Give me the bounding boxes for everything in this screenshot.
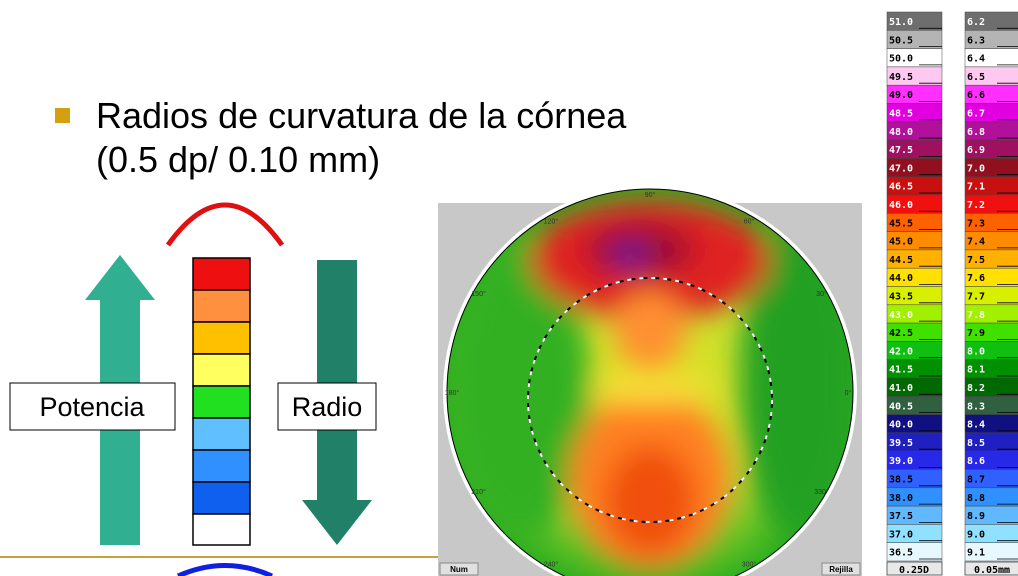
bullet [55, 108, 70, 123]
curve [165, 202, 285, 247]
scale-label: 38.0 [889, 493, 913, 504]
scale-label: 7.8 [967, 310, 985, 321]
scale-label: 37.0 [889, 529, 913, 540]
angle-label: 300° [742, 560, 757, 568]
scale-label: 7.4 [967, 237, 985, 248]
scale-label: 8.7 [967, 475, 985, 486]
button[interactable] [439, 562, 479, 576]
scale-label: 36.5 [889, 548, 913, 559]
angle-label: 150° [471, 290, 486, 298]
scale-label: 50.5 [889, 35, 913, 46]
angle-label: 180° [445, 389, 460, 397]
scale-label: 47.5 [889, 145, 913, 156]
button-label[interactable]: Rejilla [829, 565, 853, 574]
label-box [277, 382, 377, 431]
scale-swatch [886, 542, 943, 562]
angle-label: 90° [645, 191, 656, 199]
scale-label: 37.5 [889, 511, 913, 522]
scale-label: 45.0 [889, 237, 913, 248]
scale-label: 41.0 [889, 383, 913, 394]
scale-label: 6.8 [967, 127, 985, 138]
scale-label: 8.8 [967, 493, 985, 504]
angle-label: 60° [744, 218, 755, 226]
scale-label: 46.5 [889, 182, 913, 193]
scale-label: 8.2 [967, 383, 985, 394]
scale-label: 7.0 [967, 163, 985, 174]
scale-label: 7.1 [967, 182, 985, 193]
label: Radio [292, 392, 363, 422]
scale-label: 39.0 [889, 456, 913, 467]
button[interactable] [821, 562, 861, 576]
scale-label: 39.5 [889, 438, 913, 449]
scale-label: 44.5 [889, 255, 913, 266]
scale-footer [886, 561, 943, 576]
scale-label: 6.4 [967, 54, 985, 65]
scale-label: 8.1 [967, 365, 985, 376]
scale-label: 9.0 [967, 529, 985, 540]
scale-label: 6.7 [967, 109, 985, 120]
map-border [446, 188, 854, 576]
scale-label: 43.5 [889, 292, 913, 303]
scale-label: 6.2 [967, 17, 985, 28]
scale-label: 8.9 [967, 511, 985, 522]
scale-label: 6.9 [967, 145, 985, 156]
scale-footer [964, 561, 1018, 576]
scale-label: 48.0 [889, 127, 913, 138]
scale-label: 50.0 [889, 54, 913, 65]
scale-label: 45.5 [889, 218, 913, 229]
label-box [9, 382, 176, 431]
scale-label: 8.6 [967, 456, 985, 467]
scale-label: 42.0 [889, 346, 913, 357]
topography [447, 189, 853, 576]
scale-label: 9.1 [967, 548, 985, 559]
angle-label: 240° [544, 560, 559, 568]
scale-label: 49.0 [889, 90, 913, 101]
scale-label: 7.7 [967, 292, 985, 303]
curve [176, 563, 274, 576]
scale-label: 47.0 [889, 163, 913, 174]
title-line: Radios de curvatura de la córnea [96, 95, 627, 136]
scale-step: 0.25D [899, 565, 929, 576]
scale-label: 7.9 [967, 328, 985, 339]
scale-label: 44.0 [889, 273, 913, 284]
scale-label: 48.5 [889, 109, 913, 120]
scale-label: 6.6 [967, 90, 985, 101]
scale-label: 49.5 [889, 72, 913, 83]
angle-label: 0° [845, 389, 852, 397]
zone-circle [527, 277, 773, 523]
scale-label: 40.0 [889, 420, 913, 431]
label: Potencia [39, 392, 145, 422]
scale-label: 8.4 [967, 420, 985, 431]
scale-label: 51.0 [889, 17, 913, 28]
scale-label: 43.0 [889, 310, 913, 321]
scale-label: 41.5 [889, 365, 913, 376]
angle-label: 210° [471, 488, 486, 496]
scale-label: 42.5 [889, 328, 913, 339]
scale-label: 38.5 [889, 475, 913, 486]
title-line: (0.5 dp/ 0.10 mm) [96, 139, 380, 180]
scale-step: 0.05mm [974, 565, 1010, 576]
scale-label: 46.0 [889, 200, 913, 211]
button-label[interactable]: Num [450, 565, 468, 574]
color-bar [192, 257, 251, 546]
scale-label: 7.3 [967, 218, 985, 229]
scale-label: 8.3 [967, 401, 985, 412]
angle-label: 120° [544, 218, 559, 226]
scale-label: 6.3 [967, 35, 985, 46]
scale-label: 40.5 [889, 401, 913, 412]
scale-label: 7.6 [967, 273, 985, 284]
angle-label: 330° [814, 488, 829, 496]
scale-swatch [964, 542, 1018, 562]
scale-label: 6.5 [967, 72, 985, 83]
scale-label: 7.2 [967, 200, 985, 211]
angle-label: 30° [816, 290, 827, 298]
scale-label: 8.0 [967, 346, 985, 357]
scale-label: 8.5 [967, 438, 985, 449]
scale-label: 7.5 [967, 255, 985, 266]
